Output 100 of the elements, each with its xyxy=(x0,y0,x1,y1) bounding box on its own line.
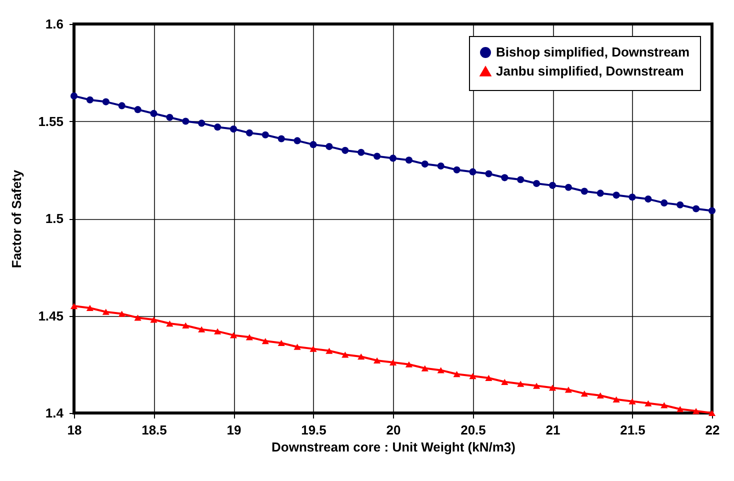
point xyxy=(453,371,460,378)
point xyxy=(182,118,190,125)
point xyxy=(692,408,700,414)
x-tick-label: 18 xyxy=(67,422,82,438)
y-tick-label: 1.55 xyxy=(38,114,64,129)
point xyxy=(342,352,349,358)
point xyxy=(182,322,190,329)
y-tick-label: 1.6 xyxy=(45,16,64,32)
point xyxy=(342,146,349,154)
point xyxy=(278,135,285,142)
point xyxy=(533,180,540,188)
point xyxy=(278,340,285,346)
point xyxy=(198,120,206,127)
point xyxy=(310,346,317,352)
point xyxy=(421,160,428,168)
point xyxy=(676,201,684,208)
point xyxy=(230,126,238,133)
point xyxy=(310,141,317,148)
point xyxy=(644,400,652,406)
point xyxy=(70,302,78,310)
point xyxy=(150,316,158,323)
point xyxy=(628,398,636,404)
point xyxy=(708,207,716,214)
point xyxy=(548,384,556,391)
point xyxy=(692,205,700,212)
point xyxy=(374,152,381,160)
x-tick-label: 20.5 xyxy=(460,422,486,438)
y-axis-title: Factor of Safety xyxy=(9,169,24,268)
point xyxy=(150,110,158,117)
point xyxy=(437,367,444,374)
x-tick-label: 19.5 xyxy=(301,422,326,438)
point xyxy=(374,357,381,364)
point xyxy=(326,348,333,354)
point xyxy=(246,129,253,136)
x-tick-label: 18.5 xyxy=(142,422,167,438)
point xyxy=(548,182,556,189)
x-tick-label: 22 xyxy=(705,422,720,438)
point xyxy=(421,365,428,372)
point xyxy=(198,326,206,332)
legend-label: Bishop simplified, Downstream xyxy=(496,44,690,60)
y-tick-label: 1.5 xyxy=(45,211,64,226)
point xyxy=(134,314,142,321)
point xyxy=(644,196,652,203)
legend-label: Janbu simplified, Downstream xyxy=(496,64,684,78)
point xyxy=(660,199,668,206)
point xyxy=(405,156,412,164)
point xyxy=(326,143,333,150)
point xyxy=(564,184,572,191)
point xyxy=(166,320,174,327)
point xyxy=(214,124,222,131)
point xyxy=(469,372,476,380)
x-tick-label: 21 xyxy=(546,422,560,438)
point xyxy=(86,304,94,312)
point xyxy=(628,194,636,201)
point xyxy=(517,176,524,184)
x-axis-title: Downstream core : Unit Weight (kN/m3) xyxy=(272,440,516,454)
point xyxy=(437,162,444,170)
point xyxy=(501,174,508,182)
point xyxy=(596,190,604,197)
point xyxy=(389,154,397,162)
point xyxy=(294,137,301,144)
point xyxy=(469,168,476,176)
point xyxy=(708,410,716,416)
x-tick-label: 20 xyxy=(386,422,401,438)
x-tick-label: 21.5 xyxy=(620,422,646,438)
point xyxy=(517,380,524,387)
point xyxy=(676,406,684,412)
point xyxy=(102,98,110,106)
point xyxy=(134,106,142,114)
point xyxy=(358,354,365,360)
y-tick-label: 1.45 xyxy=(38,308,64,324)
point xyxy=(118,102,126,110)
point xyxy=(358,148,365,156)
point xyxy=(246,334,253,340)
point xyxy=(596,392,604,399)
point xyxy=(612,396,620,402)
point xyxy=(485,374,492,382)
point xyxy=(230,332,238,338)
point xyxy=(118,310,126,317)
point xyxy=(86,96,94,104)
point xyxy=(294,344,301,350)
point xyxy=(485,170,492,178)
x-tick-label: 19 xyxy=(226,422,242,438)
point xyxy=(389,359,397,366)
point xyxy=(580,390,588,397)
point xyxy=(166,114,174,121)
point xyxy=(501,378,508,385)
point xyxy=(70,92,78,100)
point xyxy=(660,402,668,408)
point xyxy=(262,131,269,138)
point xyxy=(214,328,222,334)
y-tick-label: 1.4 xyxy=(45,406,64,420)
point xyxy=(533,382,540,389)
point xyxy=(262,338,269,344)
point xyxy=(564,386,572,393)
point xyxy=(612,192,620,199)
point xyxy=(405,361,412,368)
point xyxy=(102,308,110,315)
point xyxy=(453,166,460,174)
point xyxy=(580,188,588,195)
